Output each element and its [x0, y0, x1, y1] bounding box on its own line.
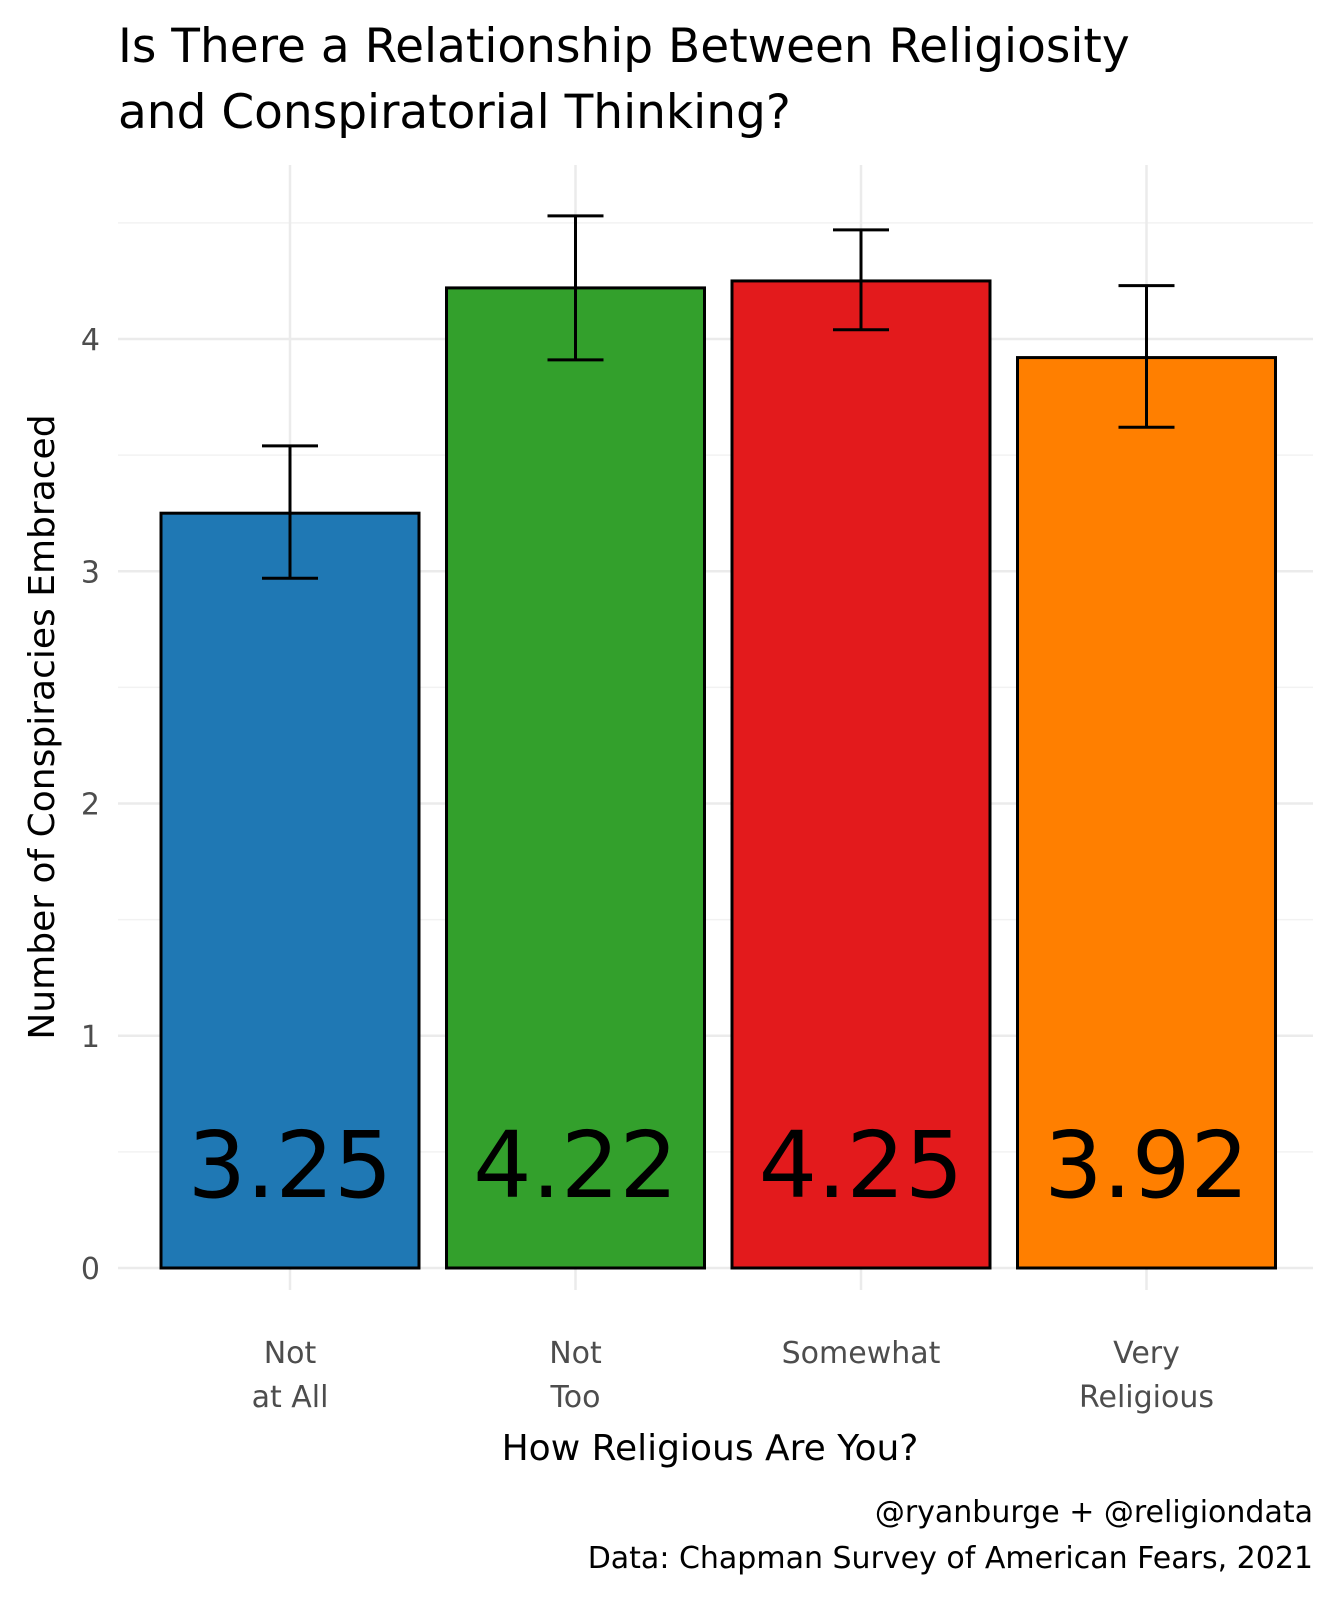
error-bar — [547, 214, 604, 362]
bar — [730, 279, 992, 1270]
bar-value-label: 4.22 — [473, 1112, 678, 1219]
error-bars — [262, 214, 1175, 580]
x-tick-label: Somewhat — [782, 1336, 941, 1371]
x-tick-label: Not at All — [252, 1336, 329, 1415]
x-tick-label-line: Somewhat — [782, 1336, 941, 1371]
x-axis-ticks: Not at All Not Too Somewhat Very Religious — [252, 1336, 1214, 1415]
y-tick-label: 0 — [81, 1252, 100, 1287]
caption-source: Data: Chapman Survey of American Fears, … — [588, 1541, 1313, 1576]
x-axis-title: How Religious Are You? — [502, 1428, 919, 1469]
error-bar — [262, 444, 318, 580]
x-tick-label-line: Religious — [1079, 1380, 1214, 1415]
error-bar — [833, 228, 889, 332]
x-tick-label-line: Not — [549, 1336, 602, 1371]
bar — [445, 286, 706, 1270]
x-tick-label-line: Not — [264, 1336, 317, 1371]
bar-value-labels: 3.25 4.22 4.25 3.92 — [188, 1112, 1249, 1219]
x-tick-label-line: Very — [1113, 1336, 1180, 1371]
caption-credit: @ryanburge + @religiondata — [875, 1495, 1313, 1530]
y-tick-label: 2 — [81, 788, 100, 823]
chart-title-line-2: and Conspiratorial Thinking? — [118, 85, 791, 140]
y-axis-ticks: 0 1 2 3 4 — [81, 323, 100, 1287]
y-tick-label: 1 — [81, 1020, 100, 1055]
y-tick-label: 3 — [81, 555, 100, 590]
bars — [159, 279, 1277, 1270]
bar-value-label: 3.92 — [1044, 1112, 1249, 1219]
y-axis-title: Number of Conspiracies Embraced — [22, 414, 63, 1039]
error-bar — [1118, 284, 1175, 429]
bar-value-label: 3.25 — [188, 1112, 393, 1219]
bar-value-label: 4.25 — [759, 1112, 964, 1219]
x-tick-label-line: Too — [550, 1380, 601, 1415]
x-tick-label: Very Religious — [1079, 1336, 1214, 1415]
x-tick-label: Not Too — [549, 1336, 602, 1415]
y-tick-label: 4 — [81, 323, 100, 358]
chart-title-line-1: Is There a Relationship Between Religios… — [118, 19, 1130, 74]
bar — [1016, 356, 1277, 1270]
x-tick-label-line: at All — [252, 1380, 329, 1415]
bar — [159, 511, 421, 1270]
